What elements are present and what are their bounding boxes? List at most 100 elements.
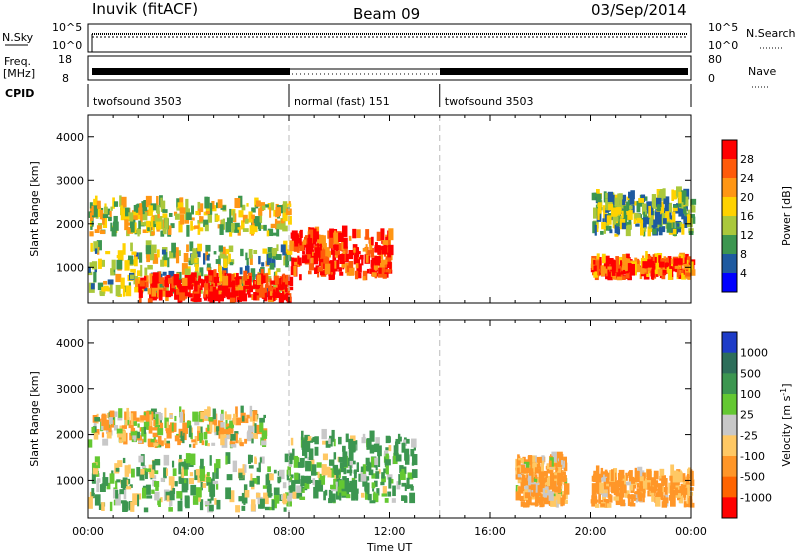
echo-cell [285, 492, 290, 499]
echo-cell [271, 500, 275, 511]
echo-cell [651, 219, 658, 228]
echo-cell [200, 458, 204, 469]
echo-cell [249, 480, 255, 487]
echo-cell [203, 219, 209, 227]
echo-cell [197, 208, 201, 216]
echo-cell [285, 253, 291, 261]
echo-cell [669, 485, 674, 497]
echo-cell [690, 479, 695, 487]
echo-cell [330, 247, 333, 255]
echo-cell [624, 494, 627, 498]
colorbar-swatch [722, 394, 737, 416]
echo-cell [203, 431, 208, 440]
echo-cell [289, 240, 295, 252]
echo-cell [96, 240, 102, 251]
echo-cell [676, 266, 680, 278]
freq-tick-lo: 8 [62, 72, 69, 85]
echo-cell [284, 293, 290, 298]
echo-cell [267, 493, 273, 497]
echo-cell [371, 444, 375, 450]
echo-cell [156, 286, 160, 298]
echo-cell [239, 285, 246, 293]
echo-cell [283, 507, 287, 512]
echo-cell [166, 440, 170, 445]
echo-cell [550, 474, 557, 484]
echo-cell [129, 484, 133, 488]
echo-cell [315, 480, 322, 485]
nsky-tick-lo: 10^0 [52, 39, 82, 52]
echo-cell [370, 259, 377, 268]
echo-cell [381, 259, 388, 265]
echo-cell [165, 427, 169, 434]
echo-cell [124, 216, 130, 221]
echo-cell [130, 274, 134, 280]
echo-cell [519, 495, 526, 501]
echo-cell [613, 496, 620, 501]
echo-cell [258, 255, 261, 265]
echo-cell [353, 469, 357, 479]
echo-cell [164, 407, 167, 419]
echo-cell [401, 442, 406, 453]
echo-cell [551, 451, 557, 464]
nsearch-tick-hi: 10^5 [708, 21, 738, 34]
echo-cell [301, 446, 306, 456]
echo-cell [322, 235, 326, 247]
echo-cell [365, 457, 370, 466]
echo-cell [664, 478, 668, 490]
echo-cell [192, 411, 198, 422]
date-title: 03/Sep/2014 [591, 1, 687, 19]
echo-cell [176, 206, 181, 211]
echo-cell [159, 277, 165, 284]
echo-cell [605, 255, 610, 265]
echo-cell [673, 196, 677, 200]
echo-cell [666, 202, 673, 213]
echo-cell [557, 485, 562, 494]
echo-cell [124, 219, 129, 231]
echo-cell [179, 411, 184, 423]
echo-cell [319, 243, 322, 251]
echo-cell [302, 475, 308, 484]
echo-cell [133, 421, 137, 426]
echo-cell [152, 253, 159, 264]
echo-cell [202, 483, 207, 488]
echo-cell [261, 205, 266, 211]
echo-cell [249, 225, 255, 235]
echo-cell [282, 225, 288, 232]
echo-cell [102, 438, 109, 446]
echo-cell [278, 469, 285, 480]
echo-cell [397, 433, 401, 445]
echo-cell [216, 499, 221, 510]
echo-cell [667, 256, 672, 266]
echo-cell [392, 455, 398, 465]
echo-cell [169, 490, 175, 501]
echo-cell [385, 256, 392, 267]
echo-cell [348, 438, 354, 450]
echo-cell [186, 212, 192, 221]
echo-cell [608, 203, 614, 211]
echo-cell [639, 476, 644, 486]
echo-cell [357, 263, 362, 273]
echo-cell [608, 493, 612, 500]
echo-cell [148, 464, 154, 475]
echo-cell [142, 229, 149, 234]
echo-cell [207, 202, 213, 215]
echo-cell [672, 211, 676, 224]
echo-cell [557, 472, 562, 485]
echo-cell [345, 494, 351, 499]
echo-cell [603, 228, 606, 234]
echo-cell [272, 232, 278, 236]
echo-cell [202, 415, 208, 419]
echo-cell [649, 215, 654, 226]
echo-cell [593, 260, 600, 272]
echo-cell [218, 245, 223, 252]
echo-cell [515, 484, 519, 492]
echo-cell [124, 260, 130, 271]
echo-cell [677, 471, 683, 483]
echo-cell [293, 265, 297, 277]
echo-cell [677, 258, 683, 265]
echo-cell [145, 484, 151, 495]
echo-cell [678, 274, 682, 279]
echo-cell [524, 492, 531, 499]
echo-cell [368, 469, 374, 476]
echo-cell [205, 473, 210, 480]
